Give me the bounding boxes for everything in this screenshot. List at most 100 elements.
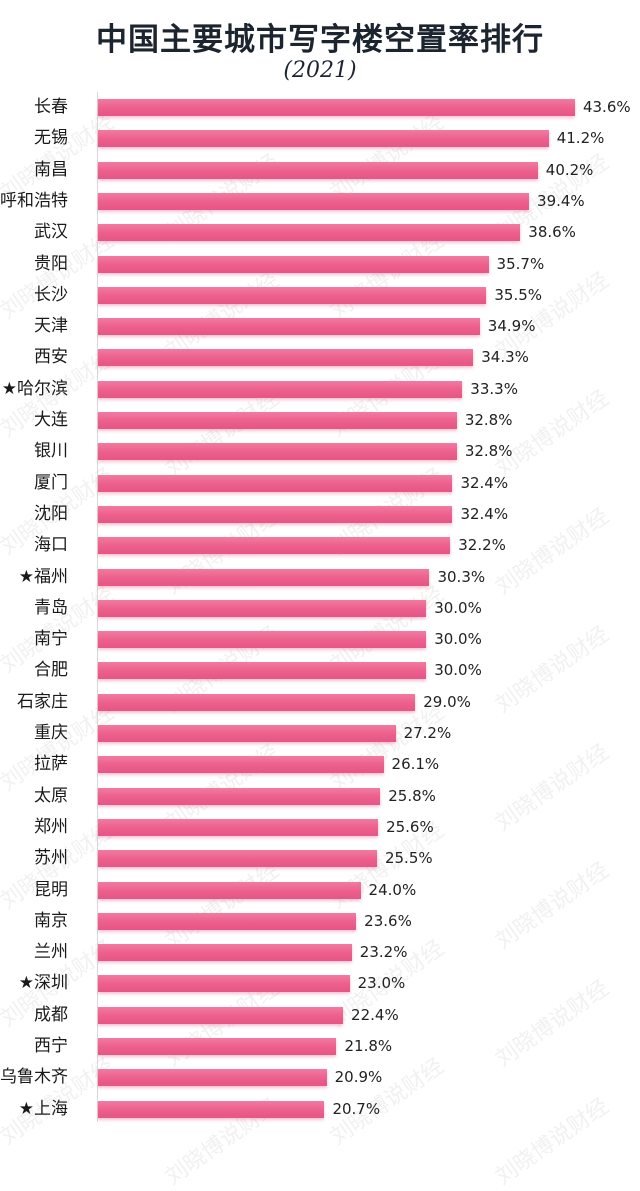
vacancy-bar [98, 349, 474, 367]
vacancy-bar [98, 787, 381, 805]
value-label: 32.8% [464, 411, 513, 429]
city-label: 拉萨 [34, 754, 68, 775]
value-label: 23.6% [364, 911, 412, 930]
bar-row: 南昌 40.2% [0, 155, 640, 186]
city-label: 长春 [34, 97, 68, 117]
vacancy-bar [98, 505, 453, 523]
value-label: 35.7% [496, 254, 545, 273]
vacancy-bar [98, 537, 451, 555]
value-label: 23.2% [359, 943, 408, 962]
city-label: ★福州 [18, 566, 68, 587]
bar-row: 南京 23.6% [0, 906, 640, 937]
vacancy-bar [98, 693, 416, 711]
vacancy-bar [98, 1100, 325, 1118]
city-label: 兰州 [34, 942, 68, 963]
value-label: 25.8% [388, 786, 436, 805]
city-label: 青岛 [34, 597, 68, 618]
city-label: 西宁 [34, 1036, 68, 1056]
city-label: 南宁 [34, 629, 68, 650]
vacancy-bar [98, 1038, 337, 1055]
bar-row: 合肥 30.0% [0, 655, 640, 686]
value-label: 21.8% [344, 1037, 393, 1055]
city-label: 昆明 [34, 879, 68, 900]
value-label: 23.0% [357, 974, 406, 993]
bar-row: 乌鲁木齐 20.9% [0, 1062, 640, 1093]
vacancy-bar [98, 161, 538, 179]
bar-row: 呼和浩特 39.4% [0, 186, 640, 217]
vacancy-bar [98, 912, 357, 930]
vacancy-bar [98, 818, 379, 836]
city-label: 贵阳 [34, 253, 68, 274]
city-label: 合肥 [34, 660, 68, 681]
bar-row: 西安 34.3% [0, 342, 640, 373]
vacancy-bar [98, 975, 350, 993]
bar-row: 南宁 30.0% [0, 624, 640, 655]
bar-row: 青岛 30.0% [0, 593, 640, 624]
city-label: 南京 [34, 910, 68, 931]
vacancy-bar [98, 224, 521, 242]
value-label: 32.4% [460, 473, 509, 492]
city-label: 重庆 [34, 723, 68, 743]
vacancy-bar [98, 725, 396, 742]
vacancy-bar [98, 944, 352, 962]
bar-row: 天津 34.9% [0, 311, 640, 342]
bar-row: 贵阳 35.7% [0, 249, 640, 280]
value-label: 30.0% [434, 661, 482, 680]
value-label: 22.4% [351, 1005, 399, 1024]
value-label: 30.3% [437, 567, 486, 586]
city-label: 太原 [34, 785, 68, 806]
vacancy-bar [98, 286, 487, 304]
city-label: 天津 [34, 316, 68, 337]
bar-row: 苏州 25.5% [0, 843, 640, 874]
city-label: 乌鲁木齐 [0, 1067, 68, 1088]
value-label: 20.7% [332, 1099, 381, 1118]
vacancy-bar [98, 99, 575, 116]
city-label: 苏州 [34, 848, 68, 869]
value-label: 25.5% [384, 849, 433, 868]
vacancy-bar [98, 255, 489, 273]
value-label: 33.3% [470, 379, 518, 398]
city-label: 石家庄 [17, 691, 68, 712]
city-label: 呼和浩特 [0, 190, 68, 211]
city-label: 长沙 [34, 284, 68, 305]
value-label: 32.4% [460, 504, 509, 523]
y-axis-line [97, 92, 98, 1122]
vacancy-bar [98, 599, 427, 617]
vacancy-bar [98, 412, 457, 429]
bar-row: ★福州 30.3% [0, 562, 640, 593]
city-label: ★哈尔滨 [1, 378, 68, 399]
vacancy-bar [98, 756, 384, 774]
city-label: ★深圳 [18, 973, 68, 994]
bar-row: ★上海 20.7% [0, 1094, 640, 1125]
value-label: 32.2% [458, 536, 506, 555]
vacancy-bar [98, 631, 427, 649]
vacancy-bar [98, 318, 480, 336]
bar-row: 海口 32.2% [0, 530, 640, 561]
value-label: 43.6% [582, 98, 631, 116]
bar-row: 郑州 25.6% [0, 812, 640, 843]
city-label: 厦门 [34, 472, 68, 493]
city-label: 成都 [34, 1004, 68, 1025]
bar-row: 武汉 38.6% [0, 217, 640, 248]
bar-row: 太原 25.8% [0, 781, 640, 812]
bar-row: 银川 32.8% [0, 436, 640, 467]
city-label: 武汉 [34, 222, 68, 243]
vacancy-bar [98, 443, 457, 461]
value-label: 32.8% [464, 442, 513, 461]
bar-row: 西宁 21.8% [0, 1031, 640, 1062]
bar-row: 兰州 23.2% [0, 937, 640, 968]
bar-row: 厦门 32.4% [0, 468, 640, 499]
city-label: 银川 [34, 441, 68, 462]
vacancy-bar [98, 1069, 327, 1087]
bar-row: 拉萨 26.1% [0, 749, 640, 780]
city-label: 南昌 [34, 159, 68, 180]
bar-row: 沈阳 32.4% [0, 499, 640, 530]
vacancy-bar [98, 380, 463, 398]
bar-row: 石家庄 29.0% [0, 687, 640, 718]
bar-row: 成都 22.4% [0, 1000, 640, 1031]
vacancy-bar [98, 568, 430, 586]
bar-row: 昆明 24.0% [0, 875, 640, 906]
vacancy-bar [98, 881, 361, 899]
value-label: 29.0% [423, 692, 471, 711]
value-label: 25.6% [386, 817, 434, 836]
